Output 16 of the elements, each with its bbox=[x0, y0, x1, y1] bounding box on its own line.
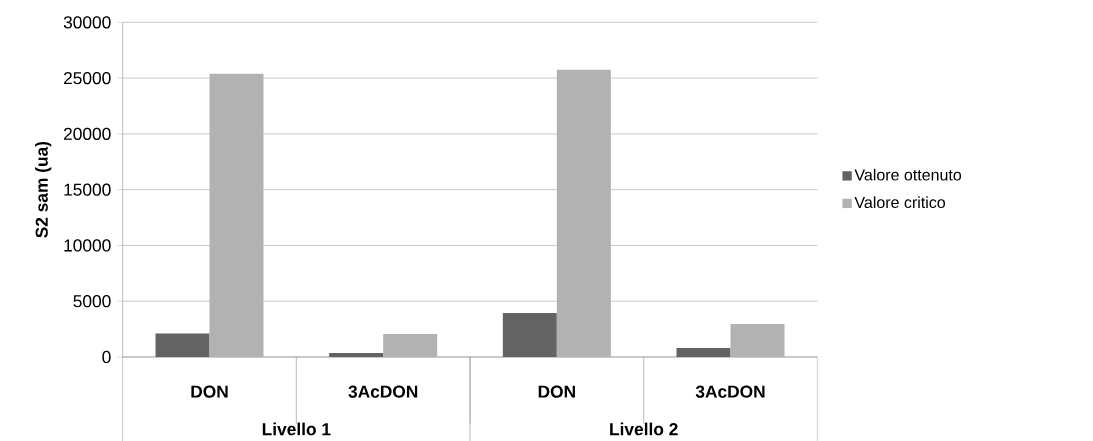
y-axis-title: S2 sam (ua) bbox=[35, 141, 52, 238]
text: Livello 1 bbox=[262, 422, 331, 436]
y-tick-label: 5000 bbox=[73, 295, 111, 308]
text: Livello 2 bbox=[610, 422, 678, 436]
x-tick-label: 3AcDON bbox=[348, 385, 418, 398]
y-tick-label: 25000 bbox=[63, 71, 111, 85]
legend-label: Valore ottenuto bbox=[854, 168, 962, 181]
y-tick-label: 15000 bbox=[64, 183, 111, 196]
legend-label: Valore critico bbox=[854, 196, 946, 209]
y-tick-label: 0 bbox=[102, 350, 111, 364]
x-tick-label: DON bbox=[538, 385, 575, 398]
y-tick-label: 20000 bbox=[63, 127, 111, 141]
x-tick-label: 3AcDON bbox=[695, 385, 765, 398]
y-tick-label: 30000 bbox=[63, 16, 111, 29]
x-tick-label: DON bbox=[191, 385, 228, 398]
y-tick-label: 10000 bbox=[64, 239, 111, 252]
